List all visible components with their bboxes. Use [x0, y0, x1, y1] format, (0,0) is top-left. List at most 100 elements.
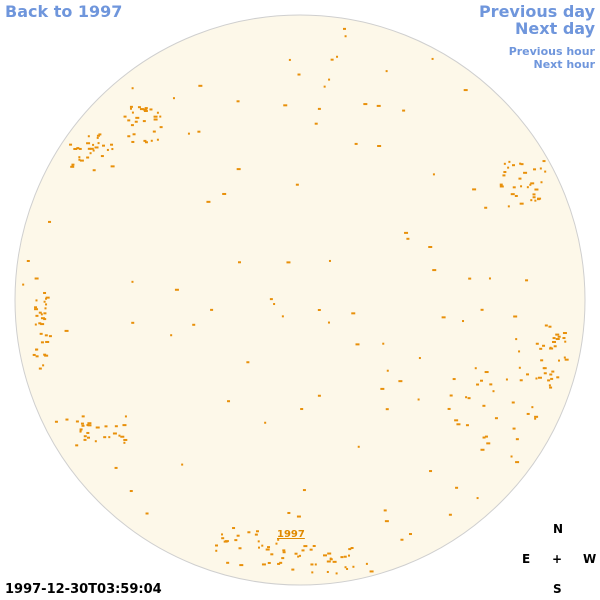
speck: [42, 364, 45, 367]
speck: [382, 342, 385, 345]
speck: [286, 261, 291, 264]
speck: [106, 148, 109, 151]
speck: [40, 317, 45, 320]
speck: [508, 160, 511, 163]
speck: [104, 425, 108, 428]
speck: [153, 115, 158, 118]
speck: [129, 107, 132, 110]
speck: [355, 343, 360, 346]
speck: [43, 300, 46, 303]
speck: [512, 186, 516, 189]
compass-north: N: [553, 522, 564, 536]
speck: [192, 323, 196, 326]
speck: [277, 538, 280, 541]
speck: [87, 436, 91, 439]
speck: [38, 367, 42, 370]
speck: [150, 139, 153, 142]
speck: [400, 538, 404, 541]
speck: [282, 551, 286, 554]
speck: [238, 547, 242, 550]
speck: [534, 199, 537, 202]
speck: [520, 185, 523, 188]
speck: [544, 170, 547, 173]
next-hour-link[interactable]: Next hour: [533, 58, 596, 71]
speck: [94, 146, 99, 149]
speck: [539, 347, 543, 350]
speck: [281, 315, 284, 318]
speck: [482, 436, 486, 439]
back-link[interactable]: Back to 1997: [5, 2, 123, 21]
speck: [282, 549, 286, 552]
speck: [327, 321, 330, 324]
next-day-link[interactable]: Next day: [515, 19, 595, 38]
speck: [484, 435, 488, 438]
speck: [429, 470, 433, 473]
speck: [215, 544, 219, 547]
compass-south: S: [553, 582, 562, 596]
speck: [514, 194, 518, 197]
speck: [64, 329, 69, 332]
speck: [519, 162, 522, 165]
speck: [537, 376, 542, 379]
compass-east: E: [522, 552, 531, 566]
speck: [22, 283, 25, 286]
speck: [288, 58, 291, 61]
speck: [406, 237, 410, 240]
speck: [549, 346, 552, 349]
speck: [267, 546, 271, 549]
speck: [236, 100, 240, 103]
speck: [465, 396, 468, 399]
speck: [45, 303, 48, 306]
speck: [311, 571, 314, 574]
speck: [432, 269, 437, 272]
speck: [402, 109, 406, 112]
speck: [269, 298, 273, 301]
speck: [463, 89, 468, 92]
speck: [352, 565, 355, 568]
speck: [476, 497, 479, 500]
speck: [79, 428, 83, 431]
speck: [120, 435, 125, 438]
speck: [350, 547, 354, 550]
speck: [342, 27, 346, 30]
speck: [505, 378, 508, 381]
speck: [287, 511, 291, 514]
previous-day-link[interactable]: Previous day: [478, 2, 595, 21]
speck: [78, 158, 81, 161]
speck: [456, 423, 461, 426]
speck: [81, 415, 85, 418]
speck: [448, 513, 452, 516]
year-link[interactable]: 1997: [277, 529, 305, 540]
speck: [297, 555, 300, 558]
speck: [38, 311, 42, 314]
speck: [376, 104, 381, 107]
speck: [170, 334, 173, 337]
speck: [38, 322, 42, 325]
speck: [309, 548, 313, 551]
speck: [281, 557, 285, 560]
speck: [294, 552, 298, 555]
speck: [335, 572, 338, 575]
speck: [75, 444, 79, 447]
speck: [346, 567, 349, 570]
speck: [519, 202, 524, 205]
speck: [87, 147, 91, 150]
speck: [131, 87, 134, 90]
speck: [246, 361, 250, 364]
speck: [441, 316, 446, 319]
speck: [112, 432, 117, 435]
speck: [386, 369, 389, 372]
speck: [518, 350, 521, 353]
speck: [224, 540, 229, 543]
speck: [512, 427, 516, 430]
speck: [73, 147, 78, 150]
speck: [129, 105, 133, 108]
speck: [123, 438, 128, 441]
speck: [540, 359, 544, 362]
speck: [255, 530, 259, 533]
speck: [131, 280, 134, 283]
speck: [135, 116, 140, 119]
compass-west: W: [583, 552, 597, 566]
speck: [283, 104, 288, 107]
previous-hour-link[interactable]: Previous hour: [508, 45, 595, 58]
